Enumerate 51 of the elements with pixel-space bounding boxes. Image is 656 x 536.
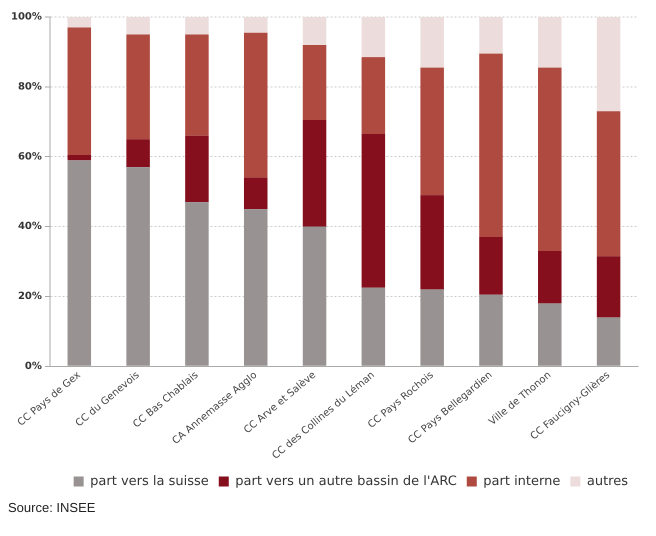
legend-label: part vers la suisse <box>90 474 209 489</box>
bar <box>538 251 562 304</box>
bar <box>244 178 268 210</box>
legend-label: part vers un autre bassin de l'ARC <box>235 474 457 489</box>
bar <box>420 68 444 196</box>
bar <box>302 120 326 227</box>
bar <box>126 34 150 140</box>
bar <box>68 17 92 28</box>
bar <box>538 303 562 366</box>
bar <box>479 294 503 366</box>
legend-label: autres <box>586 474 628 489</box>
bar <box>420 17 444 68</box>
bar <box>479 17 503 54</box>
bar <box>68 160 92 366</box>
bar <box>126 17 150 34</box>
bar <box>420 289 444 366</box>
bar <box>596 17 620 112</box>
bar <box>126 167 150 366</box>
bar <box>185 34 209 136</box>
bar <box>479 237 503 295</box>
bar <box>420 195 444 290</box>
bar <box>362 288 386 366</box>
bar <box>596 317 620 366</box>
y-tick-label: 40% <box>18 221 42 232</box>
bar <box>244 32 268 178</box>
bar <box>68 27 92 155</box>
bar <box>126 139 150 168</box>
bar <box>362 134 386 288</box>
legend-label: part interne <box>483 474 560 489</box>
bar <box>244 17 268 33</box>
bar <box>185 136 209 202</box>
bar <box>244 209 268 366</box>
bar <box>362 17 386 58</box>
y-tick-label: 60% <box>18 151 42 162</box>
bar <box>185 202 209 366</box>
y-tick-label: 100% <box>10 12 42 23</box>
y-tick-label: 80% <box>18 81 42 92</box>
bar <box>596 111 620 256</box>
bar <box>596 256 620 318</box>
bar <box>302 226 326 366</box>
y-tick-label: 20% <box>18 291 42 302</box>
bar <box>302 44 326 120</box>
bar <box>538 17 562 68</box>
bar <box>479 54 503 238</box>
bar <box>302 17 326 45</box>
bar <box>68 154 92 160</box>
bar <box>362 57 386 134</box>
bar <box>538 68 562 252</box>
bar <box>185 17 209 34</box>
source-note: Source: INSEE <box>8 500 96 515</box>
y-tick-label: 0% <box>24 360 42 372</box>
